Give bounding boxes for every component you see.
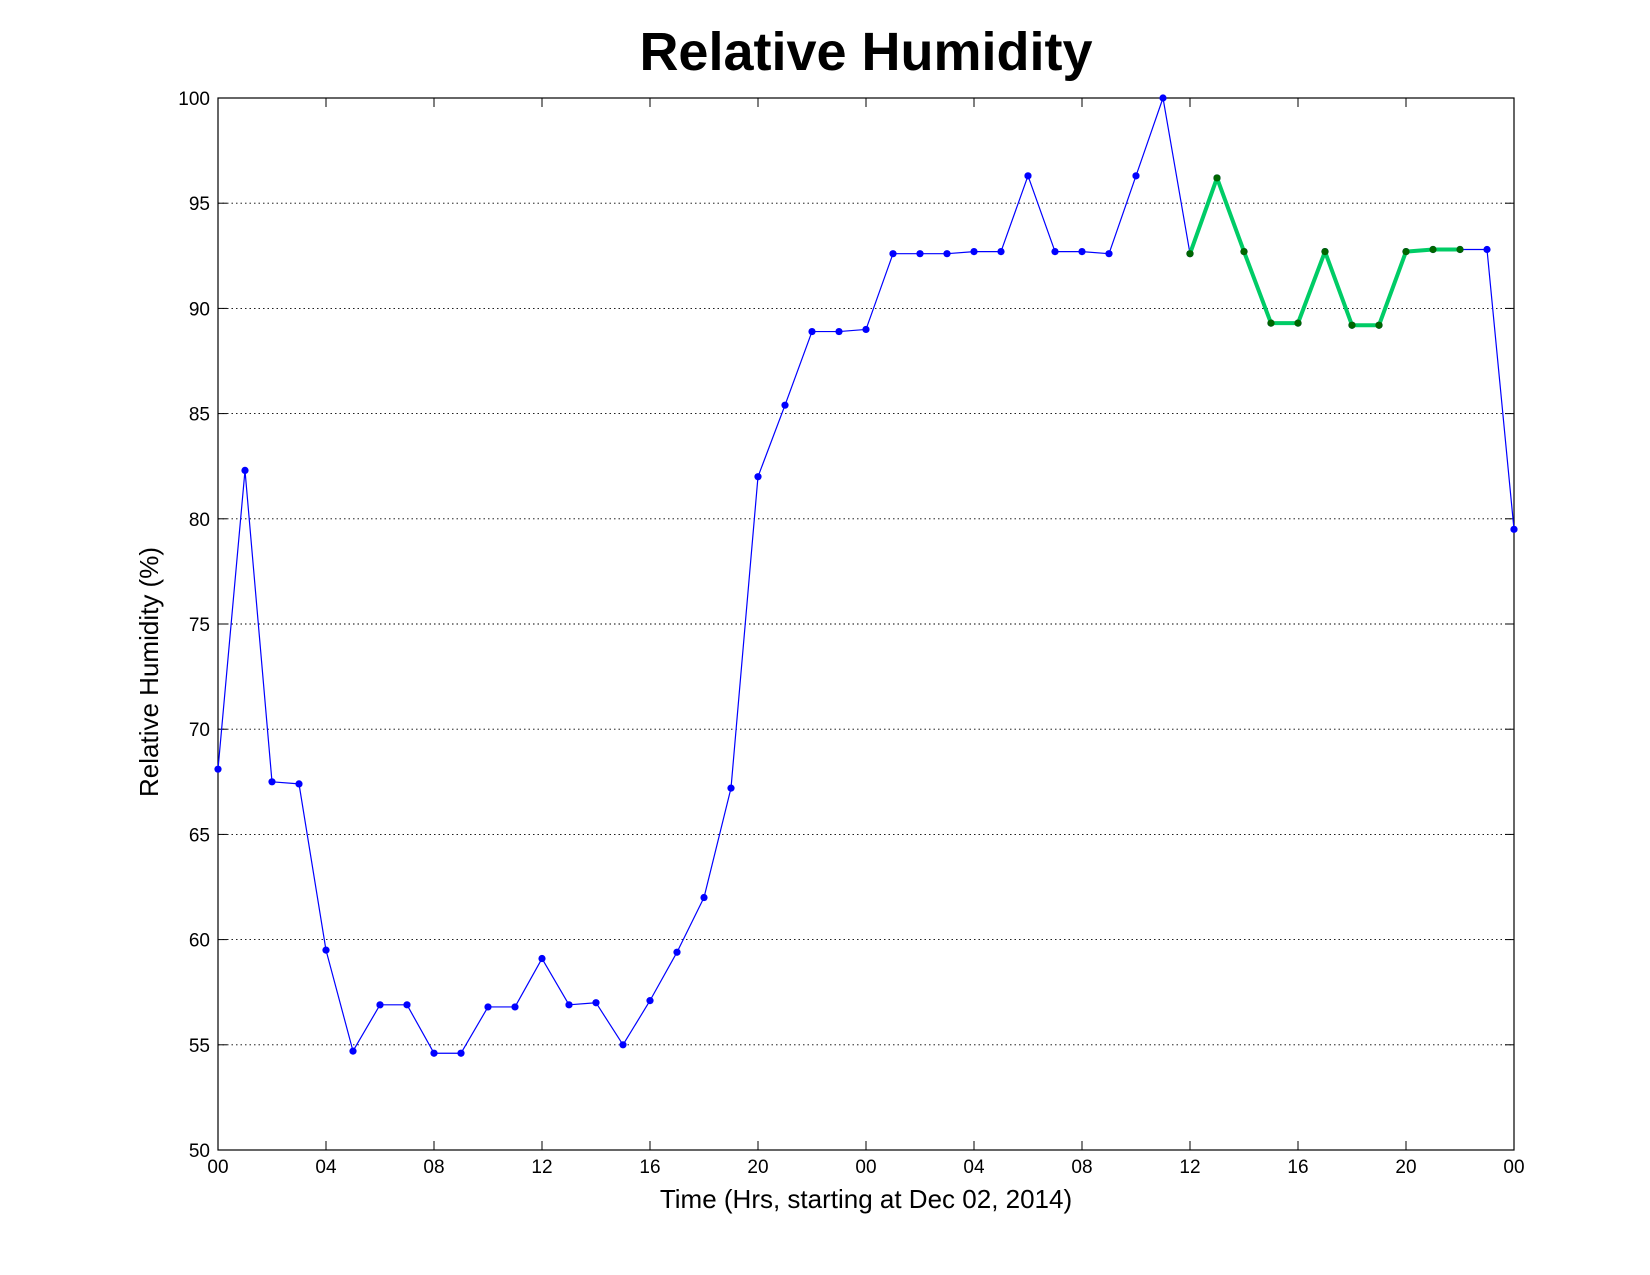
series-2-point xyxy=(1456,245,1464,254)
series-2-point xyxy=(1267,319,1275,327)
y-tick-label: 65 xyxy=(189,825,210,846)
x-tick-label: 16 xyxy=(639,1157,660,1178)
grid-lines xyxy=(218,202,1514,1046)
x-tick-label: 12 xyxy=(531,1157,552,1178)
x-tick-label: 00 xyxy=(1503,1157,1524,1178)
series-1-point xyxy=(673,948,681,956)
series-1-point xyxy=(727,784,735,792)
x-tick-label: 12 xyxy=(1179,1157,1200,1178)
series-1-point xyxy=(700,893,708,902)
series-1-point xyxy=(214,765,222,773)
y-tick-label: 55 xyxy=(189,1036,210,1057)
x-tick-label: 08 xyxy=(423,1157,444,1178)
series-2-point xyxy=(1321,247,1329,256)
chart-title: Relative Humidity xyxy=(639,22,1092,82)
y-tick-label: 70 xyxy=(189,720,210,741)
series-1-point xyxy=(808,327,816,336)
series-2-point xyxy=(1213,174,1221,182)
series-1-point xyxy=(295,780,303,788)
series-1-point xyxy=(1132,172,1140,180)
series-2-point xyxy=(1294,319,1302,327)
series-1-point xyxy=(322,946,330,954)
series-1-point xyxy=(349,1047,357,1055)
series-1-point xyxy=(889,250,897,258)
series-1-point xyxy=(781,401,789,409)
series-1-point xyxy=(646,997,654,1005)
axis-ticks: 50 55 60 65 70 75 80 85 90 95 100 00 04 08 12 16 20 00 04 0… xyxy=(178,89,1524,1178)
series-2 xyxy=(1186,174,1464,329)
y-tick-label: 75 xyxy=(189,615,210,636)
x-tick-label: 00 xyxy=(855,1157,876,1178)
series-1-point xyxy=(511,1003,519,1011)
series-1-point xyxy=(565,1001,573,1009)
x-tick-label: 20 xyxy=(747,1157,768,1178)
series-1-point xyxy=(538,954,546,963)
series-1-point xyxy=(376,1001,384,1009)
series-1-point xyxy=(592,999,600,1007)
series-1-point xyxy=(268,778,276,786)
series-2-point xyxy=(1402,247,1410,256)
series-1-point xyxy=(403,1001,411,1009)
x-tick-label: 04 xyxy=(315,1157,337,1178)
series-1-point xyxy=(619,1041,627,1049)
y-tick-label: 95 xyxy=(189,194,210,215)
series-1-point xyxy=(1078,247,1086,256)
series-1-point xyxy=(1483,245,1491,254)
series-1-point xyxy=(997,247,1005,256)
x-tick-label: 04 xyxy=(963,1157,985,1178)
series-2-point xyxy=(1240,247,1248,256)
y-tick-label: 100 xyxy=(178,89,210,110)
series-1-point xyxy=(943,250,951,258)
series-1-point xyxy=(430,1049,438,1057)
x-tick-label: 20 xyxy=(1395,1157,1416,1178)
series-1-point xyxy=(862,325,870,334)
series-1-point xyxy=(1024,172,1032,180)
x-tick-label: 08 xyxy=(1071,1157,1092,1178)
series-1-point xyxy=(754,473,762,481)
x-tick-label: 00 xyxy=(207,1157,228,1178)
series-1-point xyxy=(1159,94,1167,102)
series-2-point xyxy=(1186,250,1194,258)
series-1-point xyxy=(1051,247,1059,256)
series-2-point xyxy=(1429,245,1437,254)
series-1-point xyxy=(970,247,978,256)
series-1-point xyxy=(241,466,249,475)
y-axis-label: Relative Humidity (%) xyxy=(134,547,164,797)
series-1-point xyxy=(457,1049,465,1057)
y-tick-label: 85 xyxy=(189,405,210,426)
series-1-point xyxy=(484,1003,492,1011)
x-axis-label: Time (Hrs, starting at Dec 02, 2014) xyxy=(660,1184,1072,1214)
series-layer xyxy=(214,94,1518,1057)
y-tick-label: 80 xyxy=(189,510,210,531)
series-1-point xyxy=(835,327,843,336)
y-tick-label: 60 xyxy=(189,931,210,952)
series-1-point xyxy=(1105,250,1113,258)
series-1-point xyxy=(1510,525,1518,533)
series-1-point xyxy=(916,250,924,258)
y-tick-label: 90 xyxy=(189,299,210,320)
y-tick-label: 50 xyxy=(189,1141,210,1162)
x-tick-label: 16 xyxy=(1287,1157,1308,1178)
series-2-point xyxy=(1375,321,1383,329)
series-2-point xyxy=(1348,321,1356,329)
